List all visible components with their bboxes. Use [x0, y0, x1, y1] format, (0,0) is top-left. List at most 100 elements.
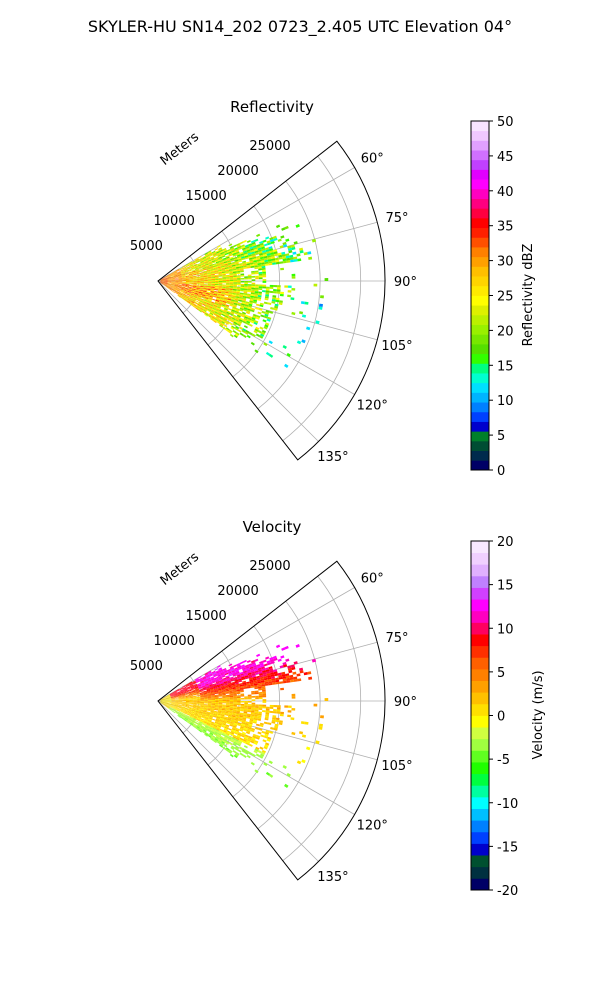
echo-cell [204, 700, 208, 701]
echo-cell [243, 308, 248, 312]
echo-cell [188, 289, 192, 292]
echo-cell [211, 282, 216, 284]
colorbar-swatch [471, 256, 489, 267]
echo-cell [225, 272, 230, 274]
echo-cell [177, 692, 181, 694]
echo-cell [240, 277, 245, 280]
echo-cell [235, 737, 240, 741]
echo-cell [222, 257, 227, 260]
echo-cell [267, 722, 272, 726]
echo-cell [190, 265, 195, 268]
echo-cell [160, 699, 164, 701]
echo-cell [215, 701, 219, 703]
echo-cell [211, 699, 216, 701]
echo-cell [174, 703, 179, 705]
echo-cell [226, 702, 230, 704]
echo-cell [237, 741, 242, 745]
echo-cell [213, 674, 218, 678]
echo-cell [173, 272, 177, 275]
echo-cell [248, 254, 252, 257]
echo-cell [218, 678, 223, 682]
echo-cell [196, 707, 200, 710]
echo-cell [213, 266, 218, 269]
echo-cell [182, 276, 186, 278]
echo-cell [183, 267, 187, 270]
echo-cell [232, 265, 236, 268]
echo-cell [229, 676, 234, 679]
echo-cell [213, 723, 218, 727]
echo-cell [287, 710, 292, 713]
velocity-echo [159, 644, 329, 789]
echo-cell [318, 726, 323, 730]
echo-cell [184, 689, 188, 692]
echo-cell [207, 692, 211, 695]
echo-cell [160, 701, 165, 702]
echo-cell [213, 313, 217, 317]
echo-cell [167, 284, 171, 286]
echo-cell [229, 695, 234, 698]
echo-cell [222, 276, 227, 278]
reflectivity-panel: Reflectivity Meters 50001000015000200002… [130, 98, 417, 465]
echo-cell [178, 278, 183, 280]
echo-cell [164, 701, 168, 703]
echo-cell [257, 750, 262, 754]
echo-cell [303, 251, 308, 256]
echo-cell [211, 275, 215, 277]
plot-frame [157, 140, 386, 461]
echo-cell [232, 254, 237, 257]
echo-cell [212, 315, 216, 319]
echo-cell [236, 734, 241, 738]
echo-cell [268, 353, 274, 358]
echo-cell [197, 724, 201, 728]
echo-cell [205, 266, 210, 269]
echo-cell [179, 712, 183, 715]
echo-cell [185, 278, 190, 280]
echo-cell [216, 307, 221, 310]
echo-cell [185, 701, 190, 702]
echo-cell [167, 279, 172, 280]
echo-cell [226, 701, 230, 703]
echo-cell [183, 688, 188, 691]
echo-cell [172, 289, 177, 292]
echo-cell [211, 286, 215, 288]
echo-cell [213, 725, 217, 729]
echo-cell [234, 731, 239, 735]
echo-cell [196, 298, 200, 302]
echo-cell [198, 722, 203, 726]
echo-cell [180, 290, 184, 292]
echo-cell [207, 720, 212, 723]
echo-cell [203, 693, 208, 695]
echo-cell [263, 721, 268, 725]
echo-cell [160, 281, 164, 284]
echo-cell [160, 279, 164, 281]
echo-cell [222, 247, 227, 251]
echo-cell [170, 696, 175, 698]
echo-cell [190, 714, 194, 717]
echo-cell [160, 278, 164, 281]
echo-cell [183, 269, 188, 271]
colorbar-swatch [471, 750, 489, 763]
echo-cell [187, 299, 192, 302]
range-tick-label: 20000 [217, 584, 258, 599]
echo-cell [210, 731, 214, 735]
echo-cell [185, 706, 189, 709]
echo-cell [184, 717, 189, 720]
echo-cell [170, 284, 175, 286]
echo-cell [289, 254, 294, 258]
echo-cell [266, 671, 271, 674]
echo-cell [163, 703, 168, 705]
echo-cell [205, 305, 209, 308]
echo-cell [248, 677, 253, 680]
echo-cell [160, 282, 164, 285]
reflectivity-echo [159, 224, 329, 369]
echo-cell [160, 281, 164, 284]
echo-cell [264, 679, 269, 683]
echo-cell [227, 750, 232, 754]
echo-cell [263, 677, 268, 681]
echo-cell [213, 732, 218, 736]
echo-cell [163, 702, 168, 705]
echo-cell [177, 272, 181, 275]
echo-cell [222, 704, 227, 706]
echo-cell [236, 252, 241, 256]
echo-cell [226, 731, 231, 735]
